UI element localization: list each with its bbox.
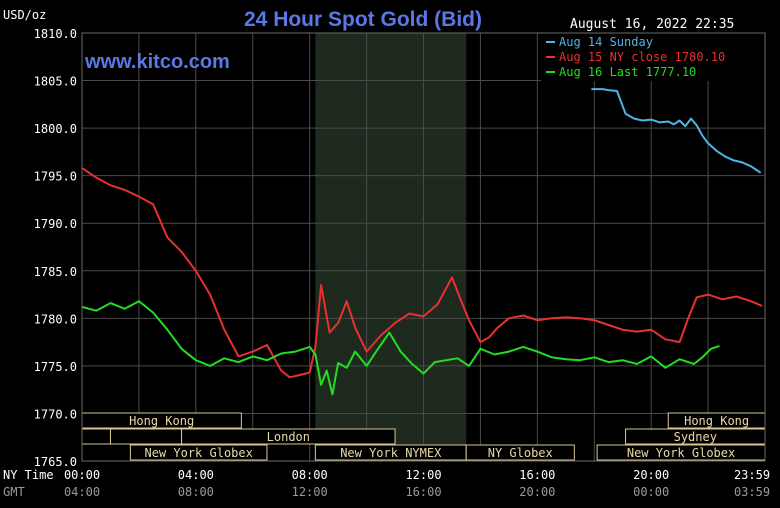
watermark: www.kitco.com (84, 51, 230, 73)
y-tick-label: 1805.0 (34, 75, 77, 89)
x-tick-label: 12:00 (292, 485, 328, 499)
y-axis-tick-labels: 1810.0 1805.0 1800.0 1795.0 1790.0 1785.0 1780… (34, 27, 77, 469)
series-line (591, 88, 762, 174)
legend-entry: Aug 15 NY close 1780.10 (559, 50, 725, 64)
session-label: New York Globex (627, 446, 735, 460)
session-label: London (267, 430, 310, 444)
x-tick-label: 04:00 (178, 468, 214, 482)
x-tick-label: 08:00 (178, 485, 214, 499)
x-tick-label: 00:00 (633, 485, 669, 499)
x-tick-label: 20:00 (519, 485, 555, 499)
x-row-label: NY Time (3, 468, 54, 482)
x-tick-label: 08:00 (292, 468, 328, 482)
session-label: Sydney (674, 430, 717, 444)
legend-entry: Aug 14 Sunday (559, 35, 653, 49)
unit-label: USD/oz (3, 8, 46, 22)
session-label: New York NYMEX (340, 446, 442, 460)
session-bar (109, 428, 183, 445)
x-tick-label: 04:00 (64, 485, 100, 499)
x-tick-label: 16:00 (405, 485, 441, 499)
market-session-bars: Hong Kong Hong Kong London Sydney New York G… (81, 412, 766, 461)
x-axis-tick-labels: NY Time 00:00 04:00 08:00 12:00 16:00 20:00 23:… (3, 468, 770, 499)
y-tick-label: 1770.0 (34, 407, 77, 421)
nymex-session-shading (315, 33, 467, 461)
series-line (81, 300, 720, 396)
x-tick-label: 12:00 (405, 468, 441, 482)
series-line (81, 167, 763, 379)
y-tick-label: 1780.0 (34, 312, 77, 326)
session-label: Hong Kong (129, 414, 194, 428)
plot-border (81, 32, 766, 462)
x-row-label: GMT (3, 485, 25, 499)
y-tick-label: 1785.0 (34, 265, 77, 279)
session-bar (81, 428, 111, 445)
y-tick-label: 1810.0 (34, 27, 77, 41)
x-tick-label: 20:00 (633, 468, 669, 482)
session-label: NY Globex (488, 446, 553, 460)
y-tick-label: 1775.0 (34, 360, 77, 374)
session-bar (129, 444, 268, 461)
x-tick-label: 03:59 (734, 485, 770, 499)
session-bar (465, 444, 575, 461)
chart-timestamp: August 16, 2022 22:35 (570, 17, 734, 32)
x-tick-label: 23:59 (734, 468, 770, 482)
price-series (81, 88, 763, 396)
legend-entry: Aug 16 Last 1777.10 (559, 65, 696, 79)
y-tick-label: 1800.0 (34, 122, 77, 136)
y-tick-label: 1765.0 (34, 455, 77, 469)
x-tick-label: 16:00 (519, 468, 555, 482)
y-tick-label: 1795.0 (34, 170, 77, 184)
session-label: Hong Kong (684, 414, 749, 428)
chart-title: 24 Hour Spot Gold (Bid) (244, 8, 482, 31)
x-tick-label: 00:00 (64, 468, 100, 482)
session-bar (181, 428, 396, 445)
legend-box (541, 33, 765, 81)
session-label: New York Globex (144, 446, 252, 460)
vertical-gridlines (138, 33, 709, 461)
y-tick-label: 1790.0 (34, 217, 77, 231)
